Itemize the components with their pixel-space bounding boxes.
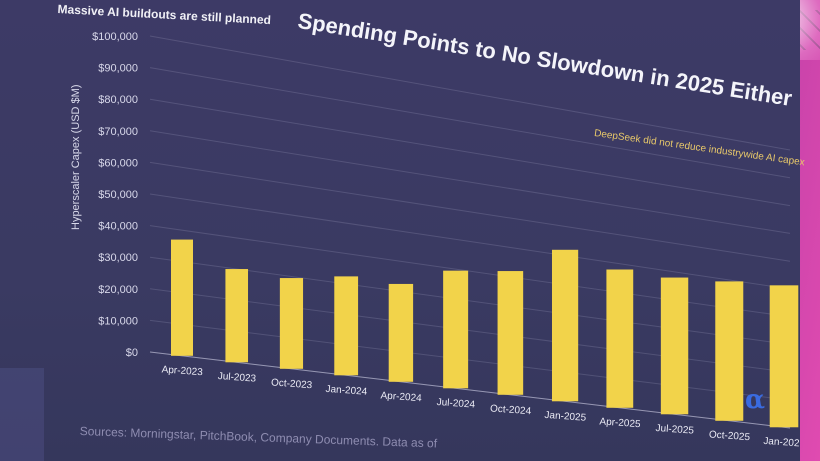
- gridline: [149, 67, 791, 179]
- gridline: [149, 98, 791, 207]
- y-tick-label: $30,000: [98, 252, 138, 264]
- y-tick-label: $0: [126, 347, 138, 359]
- x-tick-label: Jan-2026: [763, 436, 800, 450]
- x-tick-label: Jan-2025: [544, 410, 587, 424]
- y-tick-label: $60,000: [98, 157, 138, 169]
- x-axis-line: [149, 351, 791, 429]
- y-tick-label: $90,000: [98, 63, 138, 75]
- y-axis-label: Hyperscaler Capex (USD $M): [70, 84, 82, 230]
- y-tick-label: $10,000: [98, 315, 138, 327]
- y-tick-label: $50,000: [98, 189, 138, 201]
- bar: [551, 249, 579, 402]
- bar: [225, 269, 249, 363]
- x-tick-label: Oct-2024: [490, 403, 532, 417]
- gridline: [149, 35, 791, 151]
- gridline: [149, 193, 791, 290]
- x-tick-label: Apr-2024: [380, 390, 422, 404]
- x-tick-label: Jul-2024: [436, 397, 475, 411]
- bar: [660, 277, 689, 415]
- alpha-logo: α: [745, 385, 766, 415]
- bar: [769, 285, 799, 428]
- gridline: [149, 161, 791, 262]
- x-tick-label: Jan-2024: [325, 384, 368, 398]
- x-tick-label: Oct-2025: [709, 429, 751, 443]
- bar: [388, 283, 414, 382]
- blurred-corner: [0, 368, 44, 461]
- x-tick-label: Apr-2023: [161, 364, 203, 378]
- y-tick-label: $40,000: [98, 221, 138, 233]
- y-tick-label: $100,000: [92, 31, 138, 43]
- bar: [497, 271, 524, 395]
- y-tick-label: $20,000: [98, 284, 138, 296]
- bar: [606, 269, 634, 408]
- x-tick-label: Oct-2023: [271, 377, 313, 391]
- x-tick-label: Jul-2025: [655, 423, 694, 437]
- x-tick-label: Apr-2025: [599, 416, 641, 430]
- bar: [443, 270, 469, 389]
- x-tick-label: Jul-2023: [217, 371, 256, 385]
- bar: [334, 276, 359, 376]
- y-tick-label: $80,000: [98, 94, 138, 106]
- bar: [715, 281, 744, 421]
- bar: [279, 278, 304, 369]
- bar-chart: $0 $10,000 $20,000 $30,000 $40,000 $50,000 $60…: [92, 31, 800, 450]
- gridline: [149, 130, 791, 234]
- y-tick-label: $70,000: [98, 126, 138, 138]
- bar: [171, 239, 193, 356]
